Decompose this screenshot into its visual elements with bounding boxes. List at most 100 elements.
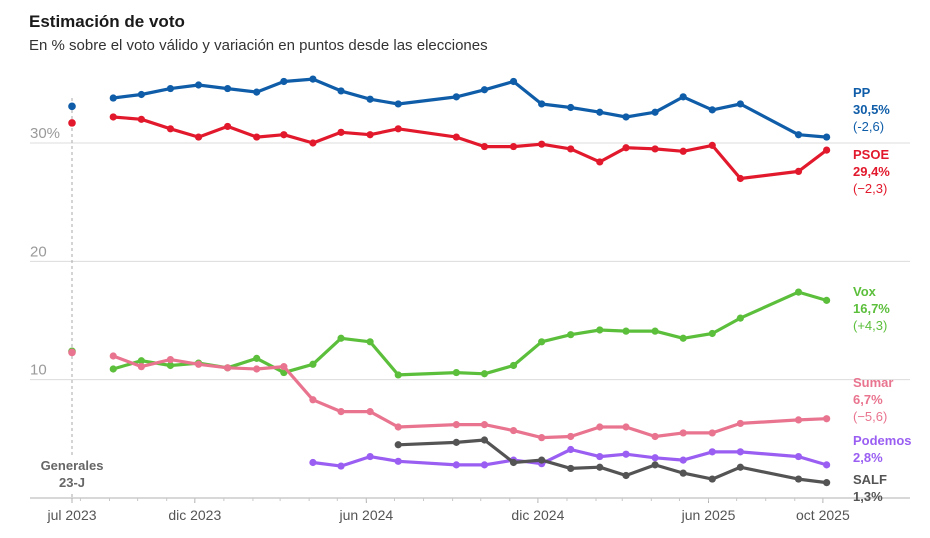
line-salf bbox=[396, 438, 829, 485]
point-vox bbox=[394, 371, 402, 379]
point-sumar bbox=[509, 426, 518, 435]
point-pp bbox=[794, 131, 803, 139]
series-sumar bbox=[68, 348, 831, 442]
point-salf bbox=[736, 463, 744, 471]
point-psoe bbox=[253, 133, 261, 141]
point-psoe bbox=[622, 144, 630, 152]
series-vox bbox=[68, 288, 831, 379]
point-psoe bbox=[366, 131, 374, 139]
point-podemos bbox=[567, 445, 575, 454]
point-sumar bbox=[679, 429, 687, 437]
point-salf bbox=[596, 463, 604, 471]
x-tick-label: dic 2024 bbox=[511, 507, 564, 523]
point-psoe bbox=[309, 139, 317, 147]
series-name: Sumar bbox=[853, 375, 893, 390]
point-psoe bbox=[679, 147, 687, 155]
label-podemos: Podemos 2,8% bbox=[853, 433, 912, 465]
point-sumar bbox=[736, 419, 744, 428]
x-tick-label: jun 2024 bbox=[338, 507, 393, 523]
series-salf bbox=[394, 436, 831, 487]
election-marker: Generales 23-J bbox=[32, 98, 112, 498]
point-vox bbox=[823, 296, 831, 304]
point-pp bbox=[567, 103, 575, 112]
point-pp bbox=[394, 100, 402, 108]
point-vox bbox=[366, 338, 374, 346]
point-pp bbox=[337, 87, 345, 95]
election-point-pp bbox=[68, 102, 76, 111]
point-psoe bbox=[794, 167, 803, 175]
series-change: (+4,3) bbox=[853, 318, 887, 333]
point-vox bbox=[596, 326, 604, 334]
label-psoe: PSOE 29,4% (−2,3) bbox=[853, 147, 890, 196]
series-value: 1,3% bbox=[853, 489, 883, 504]
point-psoe bbox=[224, 122, 232, 131]
point-vox bbox=[309, 360, 317, 368]
point-pp bbox=[651, 108, 659, 116]
point-sumar bbox=[538, 434, 546, 442]
point-podemos bbox=[736, 448, 744, 456]
point-salf bbox=[480, 436, 489, 444]
series-name: Vox bbox=[853, 284, 877, 299]
point-salf bbox=[651, 461, 659, 469]
point-sumar bbox=[480, 421, 489, 429]
point-podemos bbox=[708, 448, 716, 456]
point-salf bbox=[567, 464, 575, 473]
series-change: (−2,3) bbox=[853, 181, 887, 196]
series-value: 30,5% bbox=[853, 102, 890, 117]
point-pp bbox=[736, 100, 744, 108]
point-salf bbox=[823, 479, 831, 487]
line-pp bbox=[111, 77, 829, 139]
point-pp bbox=[538, 100, 546, 108]
point-podemos bbox=[452, 461, 460, 469]
point-vox bbox=[538, 338, 546, 346]
point-psoe bbox=[166, 125, 175, 133]
point-psoe bbox=[109, 113, 117, 121]
point-pp bbox=[452, 93, 460, 101]
point-podemos bbox=[480, 461, 489, 469]
election-point-sumar bbox=[68, 348, 76, 357]
point-psoe bbox=[651, 145, 659, 153]
point-vox bbox=[622, 327, 630, 335]
point-vox bbox=[736, 314, 744, 322]
point-vox bbox=[509, 361, 518, 370]
point-sumar bbox=[651, 432, 659, 441]
label-salf: SALF 1,3% bbox=[853, 472, 887, 504]
point-sumar bbox=[109, 352, 117, 360]
point-pp bbox=[679, 93, 687, 101]
point-salf bbox=[509, 458, 518, 467]
point-podemos bbox=[394, 457, 402, 465]
point-salf bbox=[394, 441, 402, 449]
point-salf bbox=[794, 475, 803, 483]
series-psoe bbox=[68, 113, 831, 183]
point-sumar bbox=[794, 416, 803, 424]
point-vox bbox=[137, 357, 145, 365]
point-sumar bbox=[452, 421, 460, 429]
point-sumar bbox=[337, 408, 345, 416]
chart-title: Estimación de voto bbox=[29, 12, 185, 31]
x-tick-label: dic 2023 bbox=[168, 507, 221, 523]
point-sumar bbox=[394, 423, 402, 431]
point-sumar bbox=[137, 363, 145, 371]
point-podemos bbox=[337, 462, 345, 470]
point-psoe bbox=[394, 125, 402, 133]
point-sumar bbox=[280, 363, 288, 371]
point-vox bbox=[480, 370, 489, 378]
point-vox bbox=[337, 334, 345, 342]
series-change: (−5,6) bbox=[853, 409, 887, 424]
point-vox bbox=[109, 365, 117, 373]
point-pp bbox=[137, 90, 145, 99]
x-tick-label: jul 2023 bbox=[46, 507, 96, 523]
point-pp bbox=[309, 75, 317, 83]
point-pp bbox=[280, 77, 288, 86]
y-tick-label: 30% bbox=[30, 125, 60, 142]
point-pp bbox=[253, 88, 261, 96]
point-podemos bbox=[622, 450, 630, 458]
point-sumar bbox=[823, 415, 831, 423]
grid-lines bbox=[30, 142, 910, 381]
line-vox bbox=[111, 290, 829, 377]
point-pp bbox=[509, 77, 518, 86]
election-label: 23-J bbox=[59, 475, 85, 490]
series-name: Podemos bbox=[853, 433, 912, 448]
chart-subtitle: En % sobre el voto válido y variación en… bbox=[29, 37, 488, 54]
